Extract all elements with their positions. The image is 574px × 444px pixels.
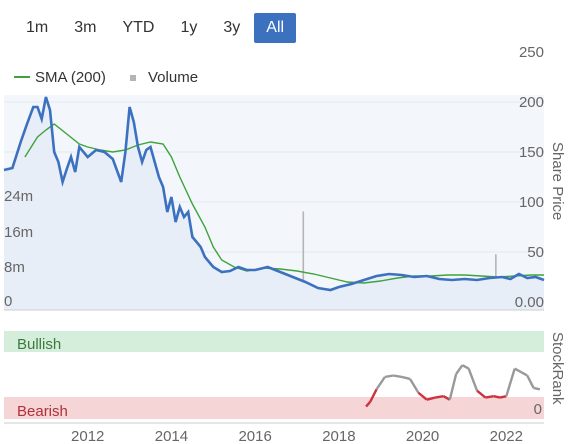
range-button-ytd[interactable]: YTD [110,13,166,43]
range-selector: 1m 3m YTD 1y 3y All [14,13,298,45]
stockrank-segment [375,376,386,390]
range-button-1m[interactable]: 1m [14,13,60,43]
stockrank-segment [426,396,436,401]
price-line [3,96,545,292]
range-button-1y[interactable]: 1y [168,13,209,43]
y-right-axis-label: Share Price [549,142,566,220]
x-axis-ticks: 2012 2014 2016 2018 2020 2022 [71,428,523,444]
y-right-tick-100: 100 [519,194,544,211]
stockrank-segment [401,375,411,381]
legend-volume-swatch [130,75,136,81]
x-tick-2020: 2020 [406,428,439,444]
legend-volume-label: Volume [148,69,198,86]
sma-line [24,123,544,284]
price-area-fill [4,97,544,310]
stockrank-segment [467,368,479,392]
stockrank-axis-label: StockRank [549,332,566,405]
x-tick-2022: 2022 [490,428,523,444]
x-tick-2016: 2016 [238,428,271,444]
stockrank-segment [493,395,501,399]
range-button-all[interactable]: All [254,13,297,43]
y-left-tick-16m: 16m [4,224,33,241]
stockrank-segment [393,374,402,379]
stockrank-segment [499,395,507,399]
stockrank-line [365,364,541,408]
stockrank-segment [365,400,372,408]
stockrank-segment [505,368,516,397]
y-right-tick-0: 0.00 [515,294,544,311]
x-tick-2012: 2012 [71,428,104,444]
stockrank-segment [434,395,444,399]
stockrank-segment [520,370,528,377]
range-button-3m[interactable]: 3m [62,13,108,43]
stockrank-segment [448,373,458,400]
stockrank-segment [461,364,470,370]
x-tick-2014: 2014 [155,428,188,444]
bearish-band [4,397,544,419]
stockrank-segment [485,395,494,399]
stockrank-segment [514,367,522,374]
y-right-tick-150: 150 [519,144,544,161]
range-button-3y[interactable]: 3y [211,13,252,43]
stockrank-segment [533,386,541,391]
stockrank-segment [409,378,420,394]
legend-sma-label: SMA (200) [35,69,106,86]
stockrank-segment [417,391,428,401]
bearish-label: Bearish [17,403,68,420]
stockrank-tick-0: 0 [534,401,542,418]
volume-bar [302,211,305,310]
bullish-band [4,331,544,352]
y-right-tick-250: 250 [519,44,544,61]
y-right-tick-200: 200 [519,94,544,111]
y-right-tick-50: 50 [527,244,544,261]
y-left-tick-8m: 8m [4,259,25,276]
bullish-label: Bullish [17,336,61,353]
stockrank-segment [455,364,464,375]
stockrank-segment [369,388,378,403]
y-left-tick-0: 0 [4,293,12,310]
stockrank-segment [476,389,487,399]
x-tick-2018: 2018 [322,428,355,444]
y-left-tick-24m: 24m [4,188,33,205]
stockrank-segment [526,374,535,389]
stockrank-segment [384,374,394,379]
